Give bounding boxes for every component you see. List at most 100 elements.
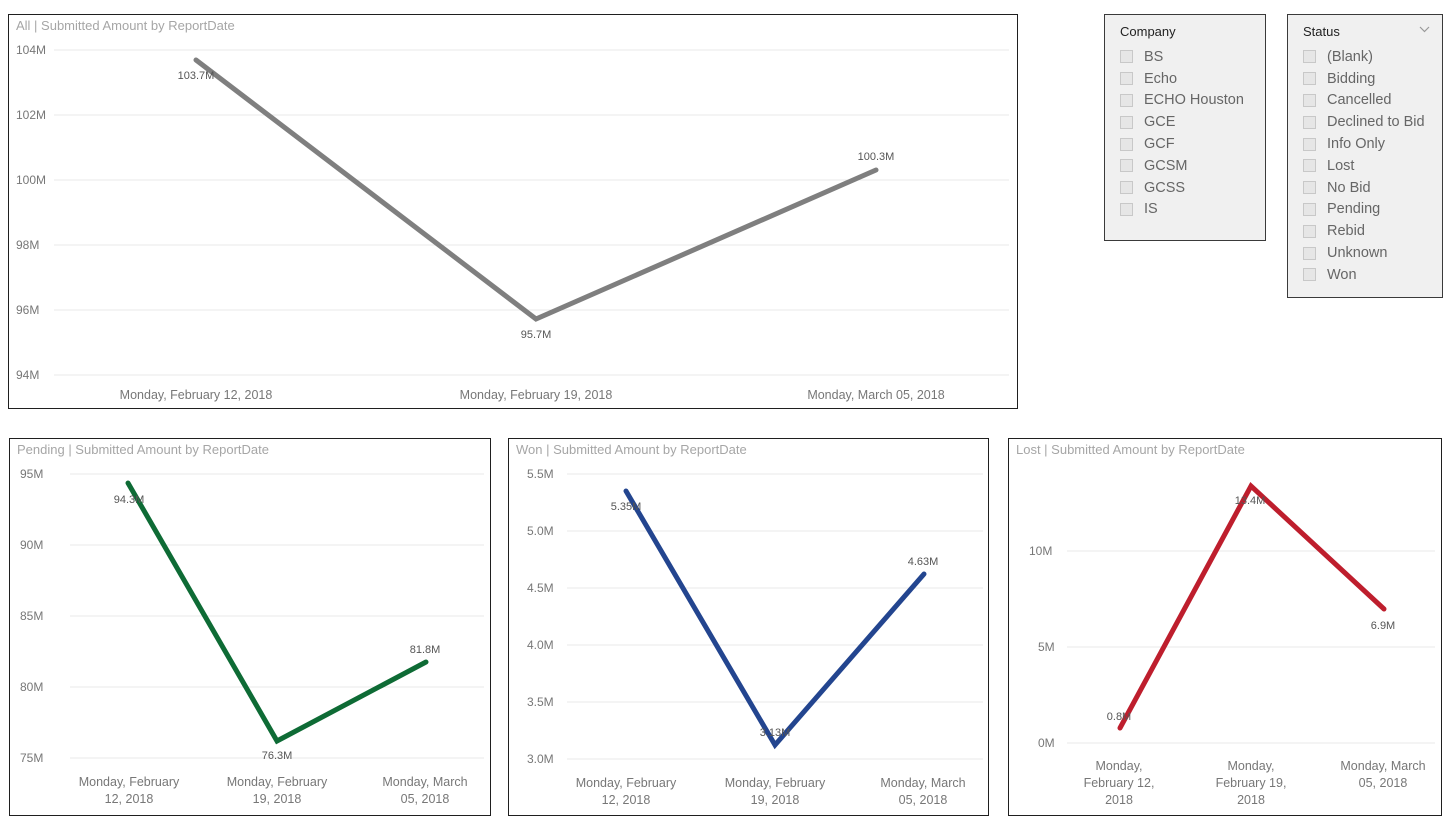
svg-text:95.7M: 95.7M	[521, 329, 552, 341]
chart-title: Pending | Submitted Amount by ReportDate	[17, 442, 269, 457]
company-option[interactable]: GCE	[1120, 111, 1244, 133]
checkbox[interactable]	[1303, 115, 1316, 129]
y-axis-ticks: 5.5M 5.0M 4.5M 4.0M 3.5M 3.0M	[527, 467, 554, 766]
checkbox[interactable]	[1303, 93, 1316, 107]
company-option[interactable]: IS	[1120, 199, 1244, 221]
svg-text:12, 2018: 12, 2018	[602, 793, 651, 807]
svg-text:81.8M: 81.8M	[410, 644, 441, 656]
company-option[interactable]: BS	[1120, 46, 1244, 68]
svg-text:94M: 94M	[16, 368, 39, 382]
company-option[interactable]: GCSS	[1120, 177, 1244, 199]
svg-text:Monday, March: Monday, March	[880, 776, 965, 790]
status-option[interactable]: Unknown	[1303, 242, 1425, 264]
svg-text:05, 2018: 05, 2018	[401, 792, 450, 806]
gridlines	[1067, 550, 1435, 744]
gridlines	[567, 473, 983, 760]
gridlines	[70, 473, 484, 759]
checkbox[interactable]	[1120, 181, 1133, 195]
svg-text:Monday, March 05, 2018: Monday, March 05, 2018	[807, 388, 944, 402]
chart-pending-plot: 95M 90M 85M 80M 75M 94.3M 76.3M 81.8M Mo…	[20, 467, 484, 806]
svg-text:Monday,: Monday,	[1227, 759, 1274, 773]
svg-text:94.3M: 94.3M	[114, 494, 145, 506]
company-option[interactable]: ECHO Houston	[1120, 90, 1244, 112]
checkbox[interactable]	[1303, 159, 1316, 173]
chart-won[interactable]: 5.5M 5.0M 4.5M 4.0M 3.5M 3.0M 5.35M 3.13…	[508, 438, 989, 816]
chart-lost-plot: 10M 5M 0M 0.8M 13.4M 6.9M Monday, Februar…	[1029, 481, 1435, 807]
status-option[interactable]: Cancelled	[1303, 90, 1425, 112]
chart-pending[interactable]: 95M 90M 85M 80M 75M 94.3M 76.3M 81.8M Mo…	[9, 438, 491, 816]
x-axis-labels: Monday, February 12, 2018 Monday, Februar…	[79, 775, 468, 806]
checkbox[interactable]	[1303, 137, 1316, 151]
data-labels: 0.8M 13.4M 6.9M	[1107, 495, 1395, 723]
checkbox[interactable]	[1120, 159, 1133, 173]
status-option[interactable]: Rebid	[1303, 220, 1425, 242]
chart-title: All | Submitted Amount by ReportDate	[16, 18, 235, 33]
checkbox[interactable]	[1120, 93, 1133, 107]
status-option[interactable]: No Bid	[1303, 177, 1425, 199]
checkbox[interactable]	[1303, 72, 1316, 86]
chart-all[interactable]: 104M 102M 100M 98M 96M 94M 103.7M 95.7M …	[8, 14, 1018, 409]
checkbox[interactable]	[1120, 137, 1133, 151]
slicer-title: Company	[1120, 24, 1176, 39]
svg-text:Monday, February: Monday, February	[227, 775, 328, 789]
status-option[interactable]: Declined to Bid	[1303, 111, 1425, 133]
y-axis-ticks: 10M 5M 0M	[1029, 544, 1055, 750]
svg-text:0M: 0M	[1038, 736, 1055, 750]
y-axis-ticks: 104M 102M 100M 98M 96M 94M	[16, 43, 46, 382]
checkbox[interactable]	[1303, 50, 1316, 64]
svg-text:3.5M: 3.5M	[527, 695, 554, 709]
company-list: BS Echo ECHO Houston GCE GCF GCSM GCSS I…	[1120, 46, 1244, 220]
company-slicer: Company BS Echo ECHO Houston GCE GCF GCS…	[1104, 14, 1266, 241]
data-labels: 94.3M 76.3M 81.8M	[114, 494, 441, 762]
status-option[interactable]: Lost	[1303, 155, 1425, 177]
status-option[interactable]: (Blank)	[1303, 46, 1425, 68]
series-line-pending	[125, 480, 429, 745]
status-slicer: Status (Blank) Bidding Cancelled Decline…	[1287, 14, 1443, 298]
checkbox[interactable]	[1120, 115, 1133, 129]
status-option[interactable]: Won	[1303, 264, 1425, 286]
svg-text:6.9M: 6.9M	[1371, 620, 1395, 632]
checkbox[interactable]	[1303, 202, 1316, 216]
svg-text:February 12,: February 12,	[1084, 776, 1155, 790]
status-option[interactable]: Bidding	[1303, 68, 1425, 90]
svg-text:104M: 104M	[16, 43, 46, 57]
company-option[interactable]: GCF	[1120, 133, 1244, 155]
series-line-lost	[1117, 481, 1387, 731]
checkbox[interactable]	[1120, 202, 1133, 216]
series-line-all	[193, 57, 879, 322]
checkbox[interactable]	[1303, 181, 1316, 195]
svg-text:95M: 95M	[20, 467, 43, 481]
slicer-title: Status	[1303, 24, 1340, 39]
checkbox[interactable]	[1120, 72, 1133, 86]
status-option[interactable]: Pending	[1303, 199, 1425, 221]
svg-text:19, 2018: 19, 2018	[751, 793, 800, 807]
x-axis-labels: Monday, February 12, 2018 Monday, Februa…	[120, 388, 945, 402]
checkbox[interactable]	[1303, 224, 1316, 238]
svg-text:Monday,: Monday,	[1095, 759, 1142, 773]
status-option[interactable]: Info Only	[1303, 133, 1425, 155]
svg-text:85M: 85M	[20, 609, 43, 623]
svg-text:Monday, March: Monday, March	[1340, 759, 1425, 773]
svg-text:Monday, March: Monday, March	[382, 775, 467, 789]
svg-text:19, 2018: 19, 2018	[253, 792, 302, 806]
svg-text:Monday, February 19, 2018: Monday, February 19, 2018	[460, 388, 613, 402]
checkbox[interactable]	[1303, 268, 1316, 282]
svg-text:102M: 102M	[16, 108, 46, 122]
svg-text:4.5M: 4.5M	[527, 581, 554, 595]
chart-all-plot: 104M 102M 100M 98M 96M 94M 103.7M 95.7M …	[16, 43, 1009, 402]
svg-text:2018: 2018	[1237, 793, 1265, 807]
chevron-down-icon[interactable]	[1419, 24, 1430, 36]
checkbox[interactable]	[1120, 50, 1133, 64]
svg-text:2018: 2018	[1105, 793, 1133, 807]
svg-text:0.8M: 0.8M	[1107, 711, 1131, 723]
company-option[interactable]: Echo	[1120, 68, 1244, 90]
y-axis-ticks: 95M 90M 85M 80M 75M	[20, 467, 43, 765]
data-labels: 5.35M 3.13M 4.63M	[611, 501, 939, 739]
svg-text:100.3M: 100.3M	[858, 151, 895, 163]
svg-text:Monday, February: Monday, February	[79, 775, 180, 789]
series-line-won	[623, 488, 927, 750]
chart-lost[interactable]: 10M 5M 0M 0.8M 13.4M 6.9M Monday, Februar…	[1008, 438, 1442, 816]
checkbox[interactable]	[1303, 246, 1316, 260]
svg-text:5.0M: 5.0M	[527, 524, 554, 538]
company-option[interactable]: GCSM	[1120, 155, 1244, 177]
